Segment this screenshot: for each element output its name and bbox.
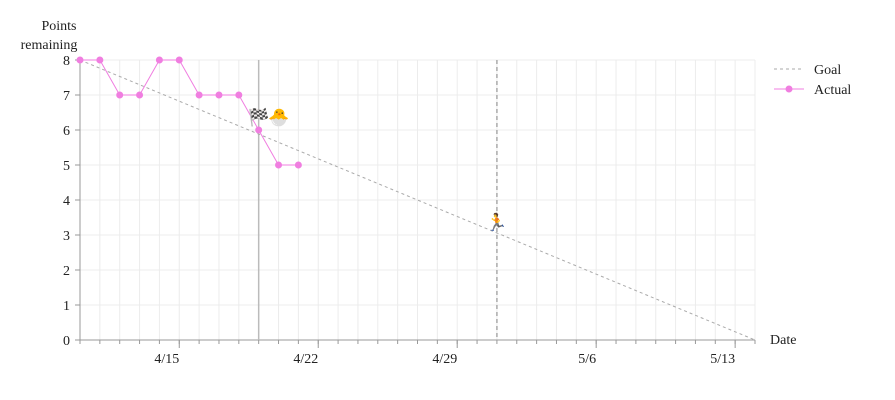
y-tick-label: 0 [63, 334, 70, 349]
goal-series-line [79, 59, 756, 341]
actual-data-point [294, 161, 302, 169]
y-tick-label: 2 [63, 264, 70, 279]
actual-data-point [255, 126, 263, 134]
y-tick-label: 1 [63, 299, 70, 314]
actual-data-point [195, 91, 203, 99]
grid [79, 59, 756, 341]
y-axis-label-line-2: remaining [21, 38, 78, 53]
actual-data-point [215, 91, 223, 99]
actual-data-point [96, 56, 104, 64]
y-tick-label: 7 [63, 89, 70, 104]
actual-data-point [235, 91, 243, 99]
actual-data-point [136, 91, 144, 99]
y-tick-label: 6 [63, 124, 70, 139]
x-tick-label: 4/29 [432, 352, 457, 367]
legend-actual-label: Actual [814, 83, 851, 98]
annotations: 🏁🐣 🏃 [248, 107, 507, 232]
y-tick-label: 8 [63, 54, 70, 69]
x-axis-label: Date [770, 333, 796, 348]
y-tick-label: 4 [63, 194, 70, 209]
runner-icon: 🏃 [486, 212, 507, 232]
actual-data-point [175, 56, 183, 64]
legend: Goal Actual [774, 63, 851, 98]
series-layer [76, 56, 756, 341]
x-tick-label: 4/15 [154, 352, 179, 367]
y-axis-label-line-1: Points [41, 19, 76, 34]
legend-goal-label: Goal [814, 63, 841, 78]
x-tick-label: 5/6 [578, 352, 596, 367]
hatching-chick-icon: 🐣 [268, 107, 289, 127]
x-tick-label: 5/13 [710, 352, 735, 367]
y-tick-label: 3 [63, 229, 70, 244]
y-tick-label: 5 [63, 159, 70, 174]
finish-flag-icon: 🏁 [248, 107, 269, 127]
actual-series-line [80, 59, 299, 166]
actual-data-point [275, 161, 283, 169]
actual-data-point [76, 56, 84, 64]
actual-data-point [116, 91, 124, 99]
date-markers [257, 60, 498, 340]
actual-data-point [155, 56, 163, 64]
x-tick-label: 4/22 [293, 352, 318, 367]
axis-ticks: 0 1 2 3 4 5 6 7 8 4/15 4/22 4/29 5/6 5/13 [63, 54, 756, 367]
legend-actual-marker [785, 85, 793, 93]
